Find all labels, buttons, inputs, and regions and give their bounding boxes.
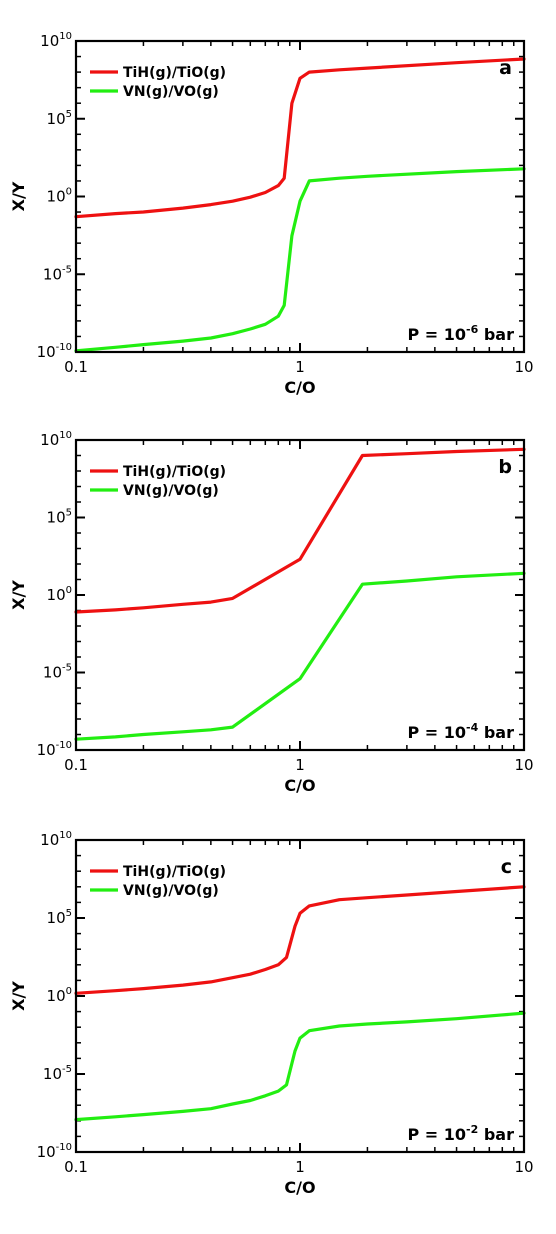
pressure-exponent: -4 [466, 721, 479, 734]
y-tick-exponent: -5 [62, 264, 72, 275]
series-line-vn-vo [74, 167, 526, 353]
y-tick-label: 10-10 [37, 342, 72, 361]
y-tick-label: 105 [47, 508, 72, 527]
legend-label: TiH(g)/TiO(g) [123, 65, 226, 81]
panel-letter: b [498, 456, 512, 478]
x-axis-title: C/O [284, 378, 315, 397]
y-tick-exponent: 10 [59, 31, 72, 42]
x-tick-label: 1 [295, 358, 305, 376]
y-tick-exponent: -10 [56, 740, 72, 751]
y-tick-label: 100 [47, 585, 72, 604]
x-tick-label: 10 [514, 358, 533, 376]
y-tick-exponent: 0 [66, 986, 72, 997]
x-axis-title: C/O [284, 776, 315, 795]
x-tick-label: 0.1 [64, 358, 88, 376]
y-tick-base: 10 [40, 831, 59, 849]
y-tick-base: 10 [37, 1143, 56, 1161]
plot-frame [74, 39, 526, 354]
y-tick-base: 10 [47, 110, 66, 128]
pressure-prefix: P = 10 [408, 723, 467, 742]
y-tick-base: 10 [47, 586, 66, 604]
x-axis-title: C/O [284, 1178, 315, 1197]
y-tick-label: 100 [47, 986, 72, 1005]
plot-frame [74, 438, 526, 752]
legend-label: VN(g)/VO(g) [123, 84, 219, 100]
series-line-tih-tio [74, 57, 526, 219]
y-tick-label: 1010 [40, 830, 72, 849]
pressure-exponent: -2 [466, 1123, 478, 1136]
x-tick-label: 10 [514, 1158, 533, 1176]
panel-letter: a [499, 57, 512, 79]
pressure-prefix: P = 10 [408, 325, 467, 344]
y-tick-base: 10 [40, 431, 59, 449]
legend-label: VN(g)/VO(g) [123, 883, 219, 899]
pressure-annotation: P = 10-6 bar [408, 323, 515, 344]
legend-label: VN(g)/VO(g) [123, 483, 219, 499]
y-tick-exponent: 10 [59, 830, 72, 841]
y-tick-exponent: -10 [56, 1142, 72, 1153]
y-tick-base: 10 [43, 664, 62, 682]
y-tick-exponent: 5 [66, 908, 72, 919]
y-tick-exponent: 5 [66, 508, 72, 519]
pressure-suffix: bar [478, 723, 514, 742]
y-tick-exponent: 0 [66, 585, 72, 596]
series-line-vn-vo [74, 1011, 526, 1122]
chart-panel-a: 0.1 1 1010-1010-51001051010C/OX/YTiH(g)/Ti… [9, 31, 534, 397]
y-tick-label: 1010 [40, 31, 72, 50]
y-tick-label: 1010 [40, 430, 72, 449]
y-tick-label: 100 [47, 187, 72, 206]
y-tick-exponent: 5 [66, 109, 72, 120]
y-tick-label: 10-5 [43, 1064, 72, 1083]
y-tick-base: 10 [47, 509, 66, 527]
y-tick-base: 10 [37, 343, 56, 361]
series-line-tih-tio [74, 447, 526, 614]
legend: TiH(g)/TiO(g) VN(g)/VO(g) [90, 65, 226, 100]
legend: TiH(g)/TiO(g) VN(g)/VO(g) [90, 864, 226, 899]
y-tick-base: 10 [47, 909, 66, 927]
legend-label: TiH(g)/TiO(g) [123, 864, 226, 880]
y-axis-title: X/Y [9, 580, 28, 610]
plot-frame [74, 838, 526, 1154]
x-tick-label: 0.1 [64, 756, 88, 774]
legend: TiH(g)/TiO(g) VN(g)/VO(g) [90, 464, 226, 499]
y-tick-label: 10-5 [43, 264, 72, 283]
pressure-prefix: P = 10 [408, 1125, 467, 1144]
series-line-vn-vo [74, 571, 526, 741]
y-tick-exponent: -5 [62, 1064, 72, 1075]
x-tick-label: 1 [295, 756, 305, 774]
y-tick-exponent: 10 [59, 430, 72, 441]
pressure-annotation: P = 10-2 bar [408, 1123, 515, 1144]
y-tick-label: 10-10 [37, 740, 72, 759]
pressure-exponent: -6 [466, 323, 479, 336]
y-tick-label: 10-5 [43, 663, 72, 682]
x-tick-label: 1 [295, 1158, 305, 1176]
pressure-suffix: bar [478, 1125, 514, 1144]
y-tick-base: 10 [47, 987, 66, 1005]
y-tick-exponent: -5 [62, 663, 72, 674]
pressure-suffix: bar [478, 325, 514, 344]
panel-letter: c [501, 856, 512, 878]
y-tick-label: 105 [47, 908, 72, 927]
y-tick-base: 10 [37, 741, 56, 759]
x-tick-label: 10 [514, 756, 533, 774]
y-tick-label: 10-10 [37, 1142, 72, 1161]
y-tick-base: 10 [43, 265, 62, 283]
y-tick-label: 105 [47, 109, 72, 128]
y-axis-title: X/Y [9, 181, 28, 211]
y-axis-title: X/Y [9, 981, 28, 1011]
y-tick-base: 10 [43, 1065, 62, 1083]
x-tick-label: 0.1 [64, 1158, 88, 1176]
series-line-tih-tio [74, 885, 526, 995]
y-tick-exponent: -10 [56, 342, 72, 353]
legend-label: TiH(g)/TiO(g) [123, 464, 226, 480]
chart-panel-c: 0.1 1 1010-1010-51001051010C/OX/YTiH(g)/Ti… [9, 830, 534, 1197]
y-tick-base: 10 [40, 32, 59, 50]
y-tick-exponent: 0 [66, 187, 72, 198]
y-tick-base: 10 [47, 188, 66, 206]
pressure-annotation: P = 10-4 bar [408, 721, 515, 742]
chart-panel-b: 0.1 1 1010-1010-51001051010C/OX/YTiH(g)/Ti… [9, 430, 534, 795]
